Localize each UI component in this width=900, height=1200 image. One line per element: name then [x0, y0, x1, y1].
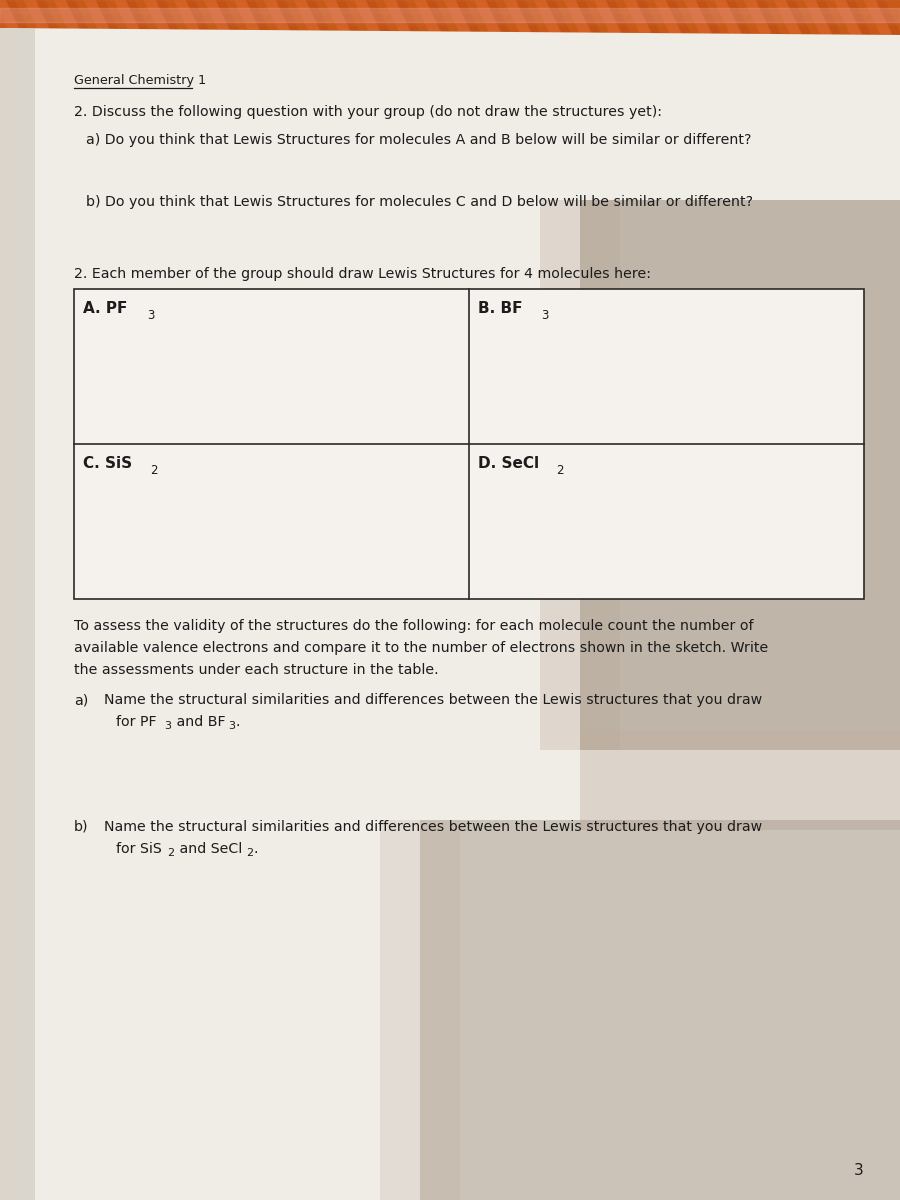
Bar — [0, 0, 900, 42]
Text: 2: 2 — [166, 848, 174, 858]
Bar — [74, 289, 864, 599]
Text: C. SiS: C. SiS — [83, 456, 132, 470]
Polygon shape — [0, 28, 900, 1200]
Text: General Chemistry 1: General Chemistry 1 — [74, 74, 206, 86]
Text: 3: 3 — [854, 1163, 864, 1178]
Text: 2: 2 — [556, 464, 563, 476]
Text: 2. Discuss the following question with your group (do not draw the structures ye: 2. Discuss the following question with y… — [74, 104, 662, 119]
Text: and BF: and BF — [172, 715, 225, 728]
Text: a): a) — [74, 692, 88, 707]
Text: .: . — [236, 715, 240, 728]
Text: B. BF: B. BF — [478, 301, 522, 316]
Text: the assessments under each structure in the table.: the assessments under each structure in … — [74, 662, 438, 677]
Text: To assess the validity of the structures do the following: for each molecule cou: To assess the validity of the structures… — [74, 619, 753, 634]
Text: for PF: for PF — [116, 715, 157, 728]
Text: 3: 3 — [164, 721, 171, 731]
Text: D. SeCl: D. SeCl — [478, 456, 539, 470]
Bar — [0, 28, 35, 1200]
Text: 2: 2 — [246, 848, 253, 858]
Text: b) Do you think that Lewis Structures for molecules C and D below will be simila: b) Do you think that Lewis Structures fo… — [86, 194, 753, 209]
Text: 3: 3 — [228, 721, 235, 731]
Bar — [580, 200, 900, 750]
Text: 2. Each member of the group should draw Lewis Structures for 4 molecules here:: 2. Each member of the group should draw … — [74, 266, 651, 281]
Bar — [580, 730, 900, 830]
Text: a) Do you think that Lewis Structures for molecules A and B below will be simila: a) Do you think that Lewis Structures fo… — [86, 133, 752, 146]
Bar — [420, 820, 900, 1200]
Text: for SiS: for SiS — [116, 842, 162, 856]
Bar — [380, 820, 460, 1200]
Text: 3: 3 — [147, 308, 154, 322]
Bar — [8, 28, 33, 1200]
Text: 3: 3 — [541, 308, 548, 322]
Text: Name the structural similarities and differences between the Lewis structures th: Name the structural similarities and dif… — [104, 692, 762, 707]
Text: .: . — [254, 842, 258, 856]
Bar — [540, 200, 620, 750]
Text: b): b) — [74, 820, 88, 834]
Text: and SeCl: and SeCl — [175, 842, 242, 856]
Text: available valence electrons and compare it to the number of electrons shown in t: available valence electrons and compare … — [74, 641, 768, 655]
Text: Name the structural similarities and differences between the Lewis structures th: Name the structural similarities and dif… — [104, 820, 762, 834]
Text: 2: 2 — [149, 464, 158, 476]
Text: A. PF: A. PF — [83, 301, 127, 316]
